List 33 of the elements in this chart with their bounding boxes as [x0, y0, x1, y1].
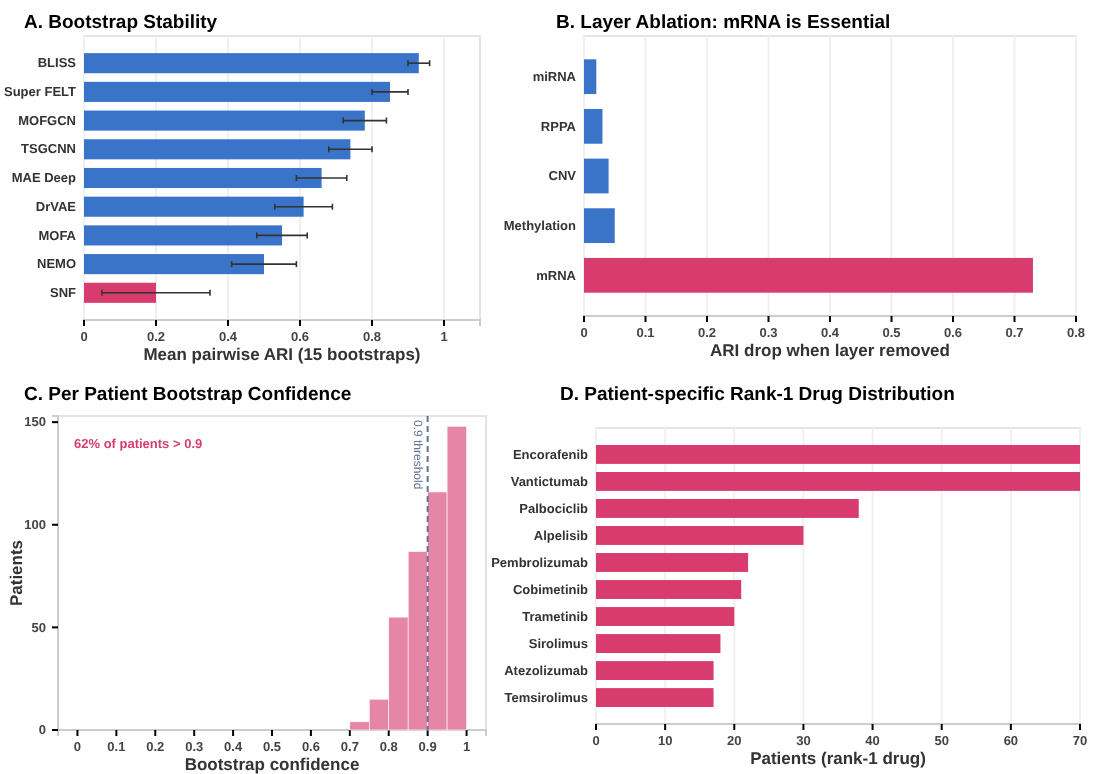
bar [84, 282, 156, 303]
y-axis-title: Patients [6, 539, 26, 607]
bar [596, 607, 735, 626]
bar [584, 108, 603, 144]
bar [584, 208, 615, 244]
x-axis-title: Bootstrap confidence [184, 754, 360, 774]
x-axis-title: Mean pairwise ARI (15 bootstraps) [143, 344, 421, 364]
x-axis-title: ARI drop when layer removed [710, 340, 950, 360]
chart-title: B. Layer Ablation: mRNA is Essential [556, 12, 891, 34]
bar [584, 158, 609, 194]
bar [84, 53, 419, 74]
chart-title: D. Patient-specific Rank-1 Drug Distribution [560, 384, 956, 406]
bar [84, 254, 264, 275]
bar [84, 225, 282, 246]
bar [596, 553, 749, 572]
bar [596, 499, 859, 518]
bar [596, 526, 804, 545]
x-axis-title: Patients (rank-1 drug) [750, 748, 927, 768]
bar [596, 688, 714, 708]
bar [596, 580, 742, 599]
bar [84, 110, 365, 131]
bar [596, 661, 714, 680]
chart-title: A. Bootstrap Stability [24, 12, 219, 34]
bar [596, 444, 1080, 464]
chart-title: C. Per Patient Bootstrap Confidence [24, 384, 352, 406]
bar [596, 472, 1080, 491]
bar [84, 139, 351, 160]
bar [84, 196, 304, 217]
bar [84, 81, 390, 102]
bar [584, 59, 597, 95]
bar [584, 257, 1033, 293]
bar [596, 634, 721, 653]
bar [84, 167, 322, 189]
